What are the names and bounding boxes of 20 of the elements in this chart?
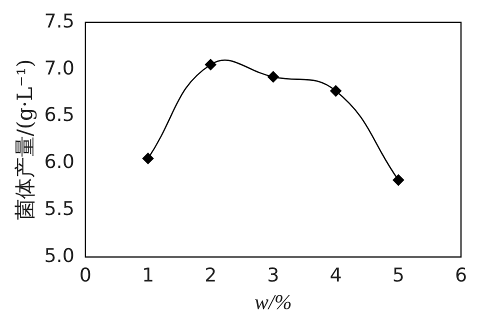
x-tick-label: 5 [392, 264, 404, 286]
x-tick-label: 0 [79, 264, 92, 286]
point [268, 71, 279, 82]
y-axis-title: 菌体产量/(g·L⁻¹) [13, 59, 38, 220]
x-tick-label: 2 [204, 264, 217, 286]
y-tick-label: 6.0 [44, 151, 74, 174]
y-tick-label: 7.0 [44, 57, 74, 80]
point [204, 58, 216, 70]
x-tick-label: 3 [267, 264, 280, 286]
x-axis-title: w/% [254, 290, 292, 314]
x-tick-label: 4 [330, 264, 342, 286]
y-tick-label: 5.5 [44, 198, 74, 220]
y-tick-label: 7.5 [44, 10, 74, 32]
point [142, 152, 154, 164]
x-tick-label: 1 [142, 264, 154, 286]
y-tick-label: 6.5 [44, 104, 74, 126]
point [330, 85, 342, 97]
x-tick-label: 6 [454, 264, 468, 286]
point [392, 174, 404, 186]
y-tick-label: 5.0 [44, 244, 74, 267]
